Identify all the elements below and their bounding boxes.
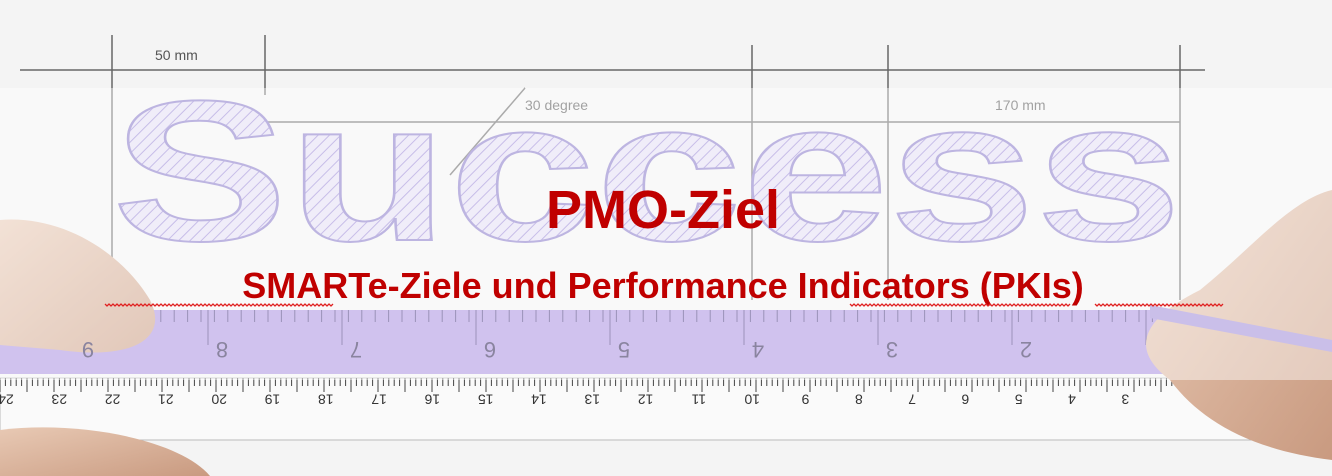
ruler-label: 24: [0, 391, 14, 407]
ruler-label: 6: [484, 337, 496, 362]
pencil: [1150, 305, 1332, 352]
dimension-label: 50 mm: [155, 47, 198, 63]
slide-title: PMO-Ziel: [546, 180, 780, 240]
ruler-label: 3: [886, 337, 898, 362]
ruler-label: 9: [82, 337, 94, 362]
ruler-label: 5: [1015, 391, 1023, 407]
spellcheck-underline: [104, 303, 1224, 307]
dimension-label: 170 mm: [995, 97, 1046, 113]
ruler-label: 11: [691, 391, 706, 407]
ruler-label: 12: [638, 391, 654, 407]
ruler-label: 21: [158, 391, 174, 407]
dimension-label: 30 degree: [525, 97, 588, 113]
ruler-label: 6: [961, 391, 969, 407]
ruler-label: 5: [618, 337, 630, 362]
ruler-label: 8: [855, 391, 863, 407]
left-hand: [0, 219, 156, 353]
ruler-label: 16: [424, 391, 440, 407]
sketch-word: Success: [112, 60, 1182, 283]
ruler-label: 10: [744, 391, 760, 407]
overlay-band: [0, 88, 1332, 380]
ruler-label: 18: [318, 391, 334, 407]
ruler-label: 4: [752, 337, 764, 362]
left-hand: [0, 427, 210, 476]
ruler-label: 20: [211, 391, 227, 407]
ruler-label: 14: [531, 391, 547, 407]
drawing-lines: [20, 35, 1205, 300]
ruler-label: 3: [1121, 391, 1129, 407]
ruler-label: 19: [265, 391, 281, 407]
white-ruler: [0, 377, 1332, 441]
ruler-label: 2: [1020, 337, 1032, 362]
ruler-label: 9: [801, 391, 809, 407]
ruler-label: 17: [371, 391, 387, 407]
ruler-label: 7: [908, 391, 916, 407]
ruler-label: 13: [584, 391, 600, 407]
ruler-label: 8: [216, 337, 228, 362]
ruler-label: 23: [51, 391, 67, 407]
purple-ruler: [0, 310, 1332, 374]
ruler-label: 4: [1068, 391, 1076, 407]
ruler-label: 22: [105, 391, 121, 407]
ruler-ticks: [0, 378, 1329, 392]
ruler-label: 15: [478, 391, 494, 407]
ruler-label: 7: [350, 337, 362, 362]
slide-subtitle: SMARTe-Ziele und Performance Indicators …: [242, 265, 1083, 306]
